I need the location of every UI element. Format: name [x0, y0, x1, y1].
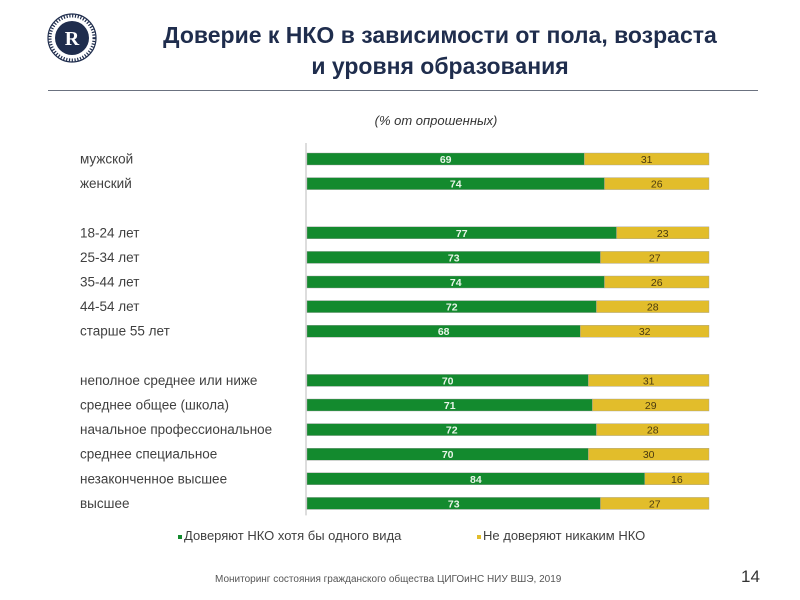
- data-label-no-trust: 31: [641, 154, 653, 166]
- data-label-no-trust: 31: [643, 375, 655, 387]
- data-label-no-trust: 29: [645, 400, 657, 412]
- data-label-no-trust: 28: [647, 425, 659, 437]
- data-label-trust: 74: [450, 179, 462, 191]
- data-label-trust: 72: [446, 302, 458, 314]
- bar-no-trust: [588, 374, 710, 387]
- bar-no-trust: [584, 152, 710, 166]
- data-label-no-trust: 32: [639, 326, 651, 338]
- title-divider: [48, 90, 758, 91]
- bar-no-trust: [588, 448, 710, 461]
- category-label: женский: [80, 176, 132, 191]
- category-label: неполное среднее или ниже: [80, 373, 257, 388]
- category-label: старше 55 лет: [80, 324, 170, 339]
- data-label-trust: 77: [456, 228, 468, 240]
- legend-swatch-no-trust: [477, 535, 481, 539]
- bar-no-trust: [580, 325, 710, 338]
- bar-no-trust: [596, 423, 710, 436]
- data-label-trust: 68: [438, 326, 450, 338]
- category-label: незаконченное высшее: [80, 471, 227, 486]
- data-label-no-trust: 23: [657, 228, 669, 240]
- category-label: 18-24 лет: [80, 225, 139, 240]
- category-label: мужской: [80, 152, 133, 167]
- category-label: 25-34 лет: [80, 250, 139, 265]
- category-label: высшее: [80, 496, 129, 511]
- bar-no-trust: [616, 226, 710, 240]
- category-label: среднее специальное: [80, 447, 217, 462]
- data-label-trust: 73: [448, 252, 460, 264]
- chart-subtitle: (% от опрошенных): [374, 113, 498, 128]
- bar-no-trust: [592, 398, 710, 412]
- category-label: 35-44 лет: [80, 275, 139, 290]
- data-label-no-trust: 27: [649, 498, 661, 510]
- data-label-no-trust: 28: [647, 302, 659, 314]
- data-label-no-trust: 27: [649, 252, 661, 264]
- title-line-1: Доверие к НКО в зависимости от пола, воз…: [163, 22, 717, 48]
- bar-no-trust: [600, 251, 710, 264]
- data-label-trust: 70: [442, 449, 454, 461]
- data-label-trust: 70: [442, 375, 454, 387]
- data-label-trust: 84: [470, 474, 482, 486]
- data-label-no-trust: 16: [671, 474, 683, 486]
- footer-source: Мониторинг состояния гражданского общест…: [215, 574, 562, 585]
- page-title: Доверие к НКО в зависимости от пола, воз…: [120, 20, 760, 82]
- data-label-trust: 71: [444, 400, 456, 412]
- bar-no-trust: [600, 497, 710, 510]
- category-label: 44-54 лет: [80, 299, 139, 314]
- category-label: начальное профессиональное: [80, 422, 272, 437]
- legend-label-trust: Доверяют НКО хотя бы одного вида: [184, 528, 402, 543]
- bar-no-trust: [604, 275, 710, 289]
- data-label-trust: 69: [440, 154, 452, 166]
- category-label: среднее общее (школа): [80, 398, 229, 413]
- data-label-trust: 73: [448, 498, 460, 510]
- title-line-2: и уровня образования: [311, 53, 569, 79]
- legend-label-no-trust: Не доверяют никаким НКО: [483, 528, 645, 543]
- bar-no-trust: [596, 300, 710, 313]
- page-number: 14: [741, 567, 760, 586]
- data-label-no-trust: 26: [651, 179, 663, 191]
- hse-logo: R: [47, 13, 97, 63]
- svg-text:R: R: [65, 28, 80, 50]
- data-label-no-trust: 30: [643, 449, 655, 461]
- data-label-no-trust: 26: [651, 277, 663, 289]
- data-label-trust: 74: [450, 277, 462, 289]
- bar-no-trust: [604, 177, 710, 190]
- data-label-trust: 72: [446, 425, 458, 437]
- legend-swatch-trust: [178, 535, 182, 539]
- bar-no-trust: [644, 472, 710, 485]
